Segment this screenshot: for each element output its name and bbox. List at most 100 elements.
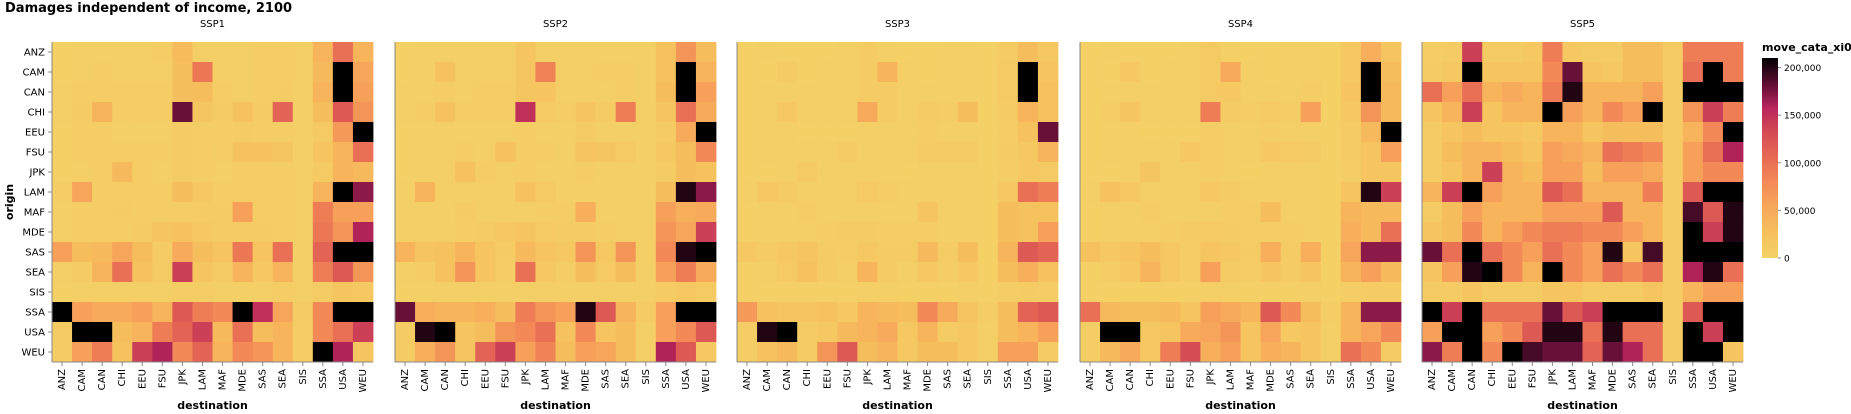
heatmap-cell xyxy=(655,142,677,163)
heatmap-cell xyxy=(655,122,677,143)
heatmap-cell xyxy=(515,222,536,243)
x-axis-title: destination xyxy=(177,399,248,412)
heatmap-cell xyxy=(1582,282,1603,303)
heatmap-cell xyxy=(837,302,858,323)
heatmap-cell xyxy=(615,102,637,123)
heatmap-cell xyxy=(1542,62,1563,83)
heatmap-cell xyxy=(1582,42,1603,63)
heatmap-cell xyxy=(535,202,556,223)
heatmap-cell xyxy=(112,202,133,223)
heatmap-cell xyxy=(515,62,536,83)
heatmap-cell xyxy=(555,42,576,63)
heatmap-cell xyxy=(1300,322,1322,343)
heatmap-cell xyxy=(937,342,959,363)
heatmap-cell xyxy=(292,142,314,163)
heatmap-cell xyxy=(312,202,334,223)
heatmap-cell xyxy=(292,202,314,223)
heatmap-cell xyxy=(1200,222,1221,243)
heatmap-cell xyxy=(1682,222,1704,243)
y-tick-label: MDE xyxy=(22,228,45,239)
heatmap-cell xyxy=(797,342,818,363)
x-tick-label: FSU xyxy=(157,369,168,388)
heatmap-cell xyxy=(92,42,113,63)
heatmap-cell xyxy=(232,342,254,363)
heatmap-cell xyxy=(797,322,818,343)
heatmap-cell xyxy=(1220,322,1241,343)
heatmap-cell xyxy=(615,222,637,243)
heatmap-cell xyxy=(937,322,959,343)
heatmap-cell xyxy=(1340,222,1362,243)
heatmap-cell xyxy=(1037,142,1059,163)
heatmap-cell xyxy=(917,182,939,203)
heatmap-cell xyxy=(1320,202,1342,223)
x-tick-label: CHI xyxy=(117,369,128,386)
heatmap-cell xyxy=(1037,82,1059,103)
heatmap-cell xyxy=(917,242,939,263)
heatmap-cell xyxy=(112,222,133,243)
heatmap-cell xyxy=(1360,142,1382,163)
heatmap-cell xyxy=(212,342,233,363)
heatmap-cell xyxy=(1562,242,1583,263)
x-tick-label: CHI xyxy=(802,369,813,386)
heatmap-cell xyxy=(797,302,818,323)
heatmap-cell xyxy=(192,102,213,123)
heatmap-cell xyxy=(575,182,597,203)
heatmap-cell xyxy=(1562,142,1583,163)
heatmap-cell xyxy=(655,342,677,363)
heatmap-cell xyxy=(997,162,1019,183)
heatmap-cell xyxy=(395,102,416,123)
heatmap-cell xyxy=(172,282,193,303)
heatmap-cell xyxy=(1120,122,1141,143)
heatmap-cell xyxy=(152,42,173,63)
heatmap-cell xyxy=(1642,202,1664,223)
heatmap-cell xyxy=(1080,322,1101,343)
heatmap-cell xyxy=(1662,222,1684,243)
heatmap-cell xyxy=(1502,342,1523,363)
heatmap-cell xyxy=(615,162,637,183)
heatmap-cell xyxy=(1682,102,1704,123)
heatmap-cell xyxy=(575,302,597,323)
heatmap-cell xyxy=(72,122,93,143)
heatmap-cell xyxy=(152,182,173,203)
heatmap-cell xyxy=(132,102,153,123)
heatmap-cell xyxy=(1602,322,1624,343)
heatmap-cell xyxy=(1240,282,1261,303)
heatmap-cell xyxy=(1642,162,1664,183)
heatmap-cell xyxy=(1380,242,1402,263)
heatmap-cell xyxy=(1562,122,1583,143)
heatmap-cell xyxy=(92,342,113,363)
heatmap-cell xyxy=(857,322,878,343)
heatmap-cell xyxy=(475,62,496,83)
heatmap-cell xyxy=(92,242,113,263)
heatmap-cell xyxy=(535,262,556,283)
heatmap-cell xyxy=(92,182,113,203)
heatmap-cell xyxy=(877,342,898,363)
heatmap-cell xyxy=(1080,202,1101,223)
heatmap-cell xyxy=(1722,42,1744,63)
heatmap-cell xyxy=(837,282,858,303)
heatmap-cell xyxy=(1340,82,1362,103)
heatmap-cell xyxy=(92,82,113,103)
heatmap-cell xyxy=(1300,182,1322,203)
x-tick-label: CAM xyxy=(1105,369,1116,391)
heatmap-cell xyxy=(1442,302,1463,323)
heatmap-cell xyxy=(595,302,617,323)
heatmap-cell xyxy=(957,42,979,63)
heatmap-cell xyxy=(1340,302,1362,323)
heatmap-cell xyxy=(837,342,858,363)
x-tick-label: MDE xyxy=(1608,369,1619,392)
heatmap-cell xyxy=(1340,182,1362,203)
x-tick-label: SEA xyxy=(963,369,974,389)
heatmap-cell xyxy=(977,82,999,103)
heatmap-cell xyxy=(1300,202,1322,223)
heatmap-cell xyxy=(737,182,758,203)
heatmap-cell xyxy=(1662,42,1684,63)
heatmap-cell xyxy=(937,122,959,143)
heatmap-cell xyxy=(897,222,918,243)
heatmap-cell xyxy=(1582,302,1603,323)
heatmap-cell xyxy=(1260,62,1282,83)
x-tick-label: CAN xyxy=(1125,369,1136,390)
y-axis-title: origin xyxy=(3,184,16,220)
heatmap-cell xyxy=(1360,102,1382,123)
heatmap-cell xyxy=(615,302,637,323)
